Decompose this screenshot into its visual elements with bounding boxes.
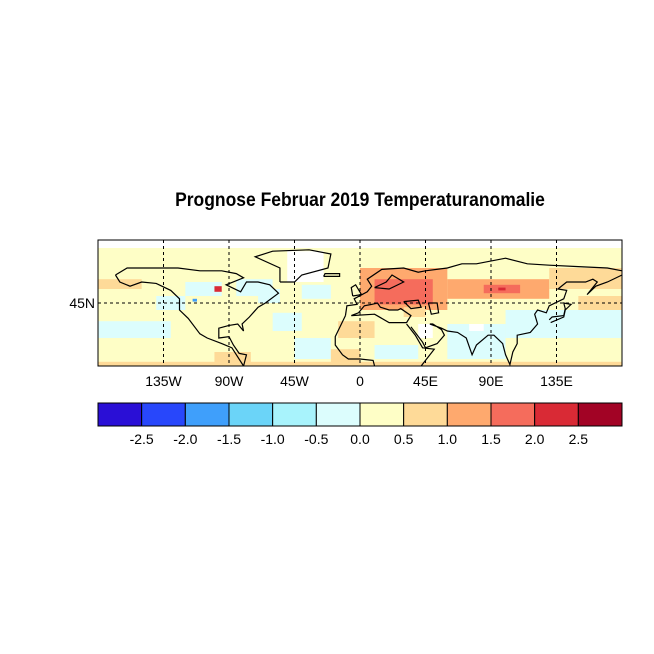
colorbar-label: 0.0 bbox=[350, 431, 370, 447]
anomaly-patch bbox=[338, 321, 375, 338]
chart-title: Prognose Februar 2019 Temperaturanomalie bbox=[175, 190, 545, 211]
anomaly-patch bbox=[185, 282, 222, 296]
anomaly-patch bbox=[98, 279, 142, 289]
anomaly-patch bbox=[549, 268, 622, 289]
anomaly-patch bbox=[403, 307, 426, 317]
colorbar-label: 2.5 bbox=[569, 431, 589, 447]
coastline bbox=[115, 267, 280, 367]
colorbar-swatch bbox=[315, 402, 361, 427]
map-frame bbox=[97, 239, 623, 367]
axis-ticks: 135W 90W 45W 0 45E 90E 135E 45N bbox=[69, 295, 573, 389]
anomaly-patch bbox=[374, 345, 419, 359]
anomaly-patch bbox=[98, 361, 622, 366]
anomaly-patch bbox=[98, 321, 171, 338]
colorbar-swatch bbox=[490, 402, 536, 427]
colorbar-label: -2.0 bbox=[173, 431, 197, 447]
anomaly-patch bbox=[192, 298, 197, 302]
lon-tick-label: 90W bbox=[215, 373, 245, 389]
anomaly-patch bbox=[258, 289, 280, 303]
colorbar: -2.5 -2.0 -1.5 -1.0 -0.5 0.0 0.5 1.0 1.5 2.0 2.5 bbox=[97, 402, 623, 447]
lon-tick-label: 0 bbox=[356, 373, 364, 389]
coastline bbox=[406, 323, 436, 367]
colorbar-label: -1.0 bbox=[261, 431, 285, 447]
colorbar-swatch bbox=[141, 402, 186, 427]
colorbar-label: -1.5 bbox=[217, 431, 241, 447]
colorbar-swatch bbox=[97, 402, 143, 427]
coastline bbox=[334, 315, 376, 367]
anomaly-patch bbox=[272, 312, 302, 331]
colorbar-swatch bbox=[577, 402, 623, 427]
coastline bbox=[374, 274, 405, 290]
colorbar-swatch bbox=[184, 402, 230, 427]
colorbar-swatch bbox=[403, 402, 448, 427]
coastline bbox=[350, 283, 363, 297]
coastline bbox=[323, 273, 341, 277]
missing-data bbox=[98, 240, 622, 248]
colorbar-swatch bbox=[359, 402, 405, 427]
coastline bbox=[253, 249, 332, 283]
colorbar-swatch bbox=[228, 402, 274, 427]
anomaly-patch bbox=[301, 284, 331, 299]
gridlines bbox=[98, 240, 622, 366]
colorbar-swatch bbox=[272, 402, 317, 427]
coastline bbox=[548, 302, 573, 324]
missing-data bbox=[287, 251, 324, 282]
coastlines bbox=[114, 249, 623, 367]
colorbar-label: 1.5 bbox=[481, 431, 501, 447]
colorbar-label: -0.5 bbox=[304, 431, 328, 447]
coastline bbox=[410, 274, 623, 367]
colorbar-label: 2.0 bbox=[525, 431, 545, 447]
lat-tick-label: 45N bbox=[69, 295, 95, 311]
colorbar-swatch bbox=[534, 402, 579, 427]
lon-tick-label: 45E bbox=[413, 373, 438, 389]
lon-tick-label: 135W bbox=[145, 373, 182, 389]
coastline bbox=[351, 302, 412, 324]
anomaly-patch bbox=[294, 338, 331, 359]
coastline bbox=[114, 274, 245, 367]
colorbar-label: -2.5 bbox=[130, 431, 154, 447]
lon-tick-label: 135E bbox=[540, 373, 573, 389]
lon-tick-label: 90E bbox=[479, 373, 504, 389]
coastline bbox=[344, 257, 623, 316]
coastline bbox=[403, 299, 422, 310]
colorbar-swatch bbox=[446, 402, 492, 427]
anomaly-patch bbox=[498, 287, 506, 291]
anomaly-patch bbox=[578, 296, 622, 310]
colorbar-label: 1.0 bbox=[438, 431, 458, 447]
colorbar-label: 0.5 bbox=[394, 431, 414, 447]
missing-data bbox=[469, 324, 484, 331]
anomaly-patch bbox=[214, 286, 222, 292]
lon-tick-label: 45W bbox=[280, 373, 310, 389]
